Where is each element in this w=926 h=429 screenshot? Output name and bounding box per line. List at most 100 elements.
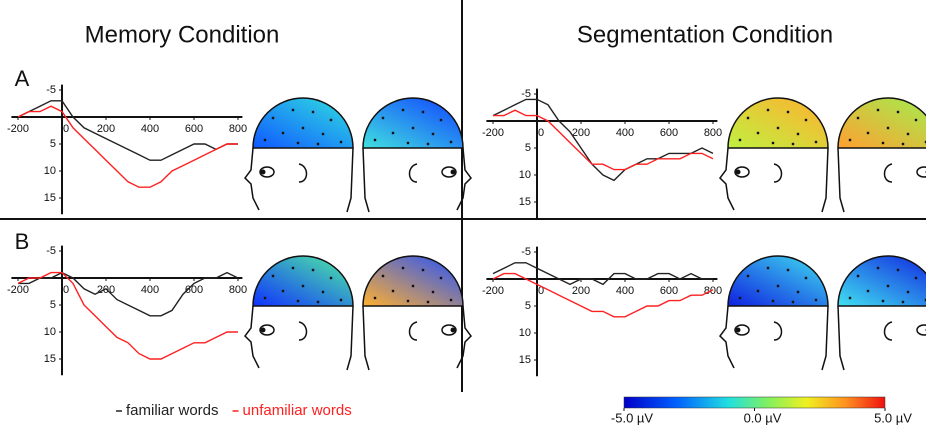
y-tick-label: 15 bbox=[519, 196, 531, 208]
pupil bbox=[735, 169, 741, 175]
electrode bbox=[924, 140, 926, 144]
eye bbox=[916, 324, 926, 336]
x-tick-label: 600 bbox=[185, 284, 203, 296]
x-tick-label: 200 bbox=[572, 285, 590, 297]
column-title: Segmentation Condition bbox=[577, 21, 833, 48]
row-label: B bbox=[15, 229, 30, 254]
electrode bbox=[339, 298, 343, 302]
ear bbox=[883, 321, 893, 341]
eye bbox=[734, 324, 750, 336]
electrode bbox=[866, 289, 870, 293]
x-tick-label: 200 bbox=[97, 284, 115, 296]
head-outline bbox=[719, 305, 735, 369]
legend-label: familiar words bbox=[126, 402, 219, 419]
x-tick-label: 200 bbox=[572, 127, 590, 139]
ear bbox=[408, 163, 418, 183]
head-outline bbox=[456, 305, 472, 369]
head-map bbox=[837, 255, 926, 307]
electrode bbox=[411, 284, 415, 288]
electrode bbox=[876, 266, 880, 270]
electrode bbox=[329, 118, 333, 122]
pupil bbox=[260, 327, 266, 333]
electrode bbox=[411, 126, 415, 130]
electrode bbox=[856, 274, 860, 278]
y-tick-label: 5 bbox=[50, 138, 56, 150]
head-outline bbox=[821, 147, 829, 213]
head-outline bbox=[837, 305, 845, 371]
electrode bbox=[738, 296, 742, 300]
legend-label: unfamiliar words bbox=[243, 402, 352, 419]
electrode bbox=[449, 298, 453, 302]
waveform bbox=[17, 105, 238, 188]
electrode bbox=[756, 131, 760, 135]
head-map bbox=[252, 255, 354, 307]
pupil bbox=[450, 169, 456, 175]
waveform bbox=[17, 100, 238, 161]
y-tick-label: 10 bbox=[519, 327, 531, 339]
y-tick-label: 15 bbox=[44, 192, 56, 204]
electrode bbox=[876, 108, 880, 112]
eye bbox=[916, 166, 926, 178]
y-tick-label: 15 bbox=[519, 354, 531, 366]
electrode bbox=[771, 141, 775, 145]
electrode bbox=[766, 266, 770, 270]
electrode bbox=[406, 299, 410, 303]
electrode bbox=[296, 299, 300, 303]
y-tick-label: -5 bbox=[521, 88, 531, 100]
electrode bbox=[746, 274, 750, 278]
waveform bbox=[17, 271, 238, 360]
electrode bbox=[301, 284, 305, 288]
head-outline bbox=[346, 305, 354, 371]
electrode bbox=[311, 110, 315, 114]
x-tick-label: 800 bbox=[229, 284, 247, 296]
ear bbox=[883, 163, 893, 183]
electrode bbox=[771, 299, 775, 303]
waveform bbox=[492, 272, 714, 318]
ear bbox=[298, 321, 308, 341]
electrode bbox=[301, 126, 305, 130]
x-tick-label: 0 bbox=[538, 127, 544, 139]
electrode bbox=[786, 110, 790, 114]
electrode bbox=[848, 138, 852, 142]
pupil bbox=[450, 327, 456, 333]
electrode bbox=[431, 290, 435, 294]
eye bbox=[734, 166, 750, 178]
electrode bbox=[906, 132, 910, 136]
electrode bbox=[329, 276, 333, 280]
electrode bbox=[796, 290, 800, 294]
electrode bbox=[296, 141, 300, 145]
head-outline bbox=[244, 147, 260, 211]
eye bbox=[259, 166, 275, 178]
x-tick-label: 800 bbox=[704, 285, 722, 297]
head-outline bbox=[362, 147, 370, 213]
electrode bbox=[848, 296, 852, 300]
electrode bbox=[786, 268, 790, 272]
electrode bbox=[406, 141, 410, 145]
waveform bbox=[18, 271, 239, 317]
x-tick-label: 0 bbox=[63, 284, 69, 296]
electrode bbox=[886, 284, 890, 288]
electrode bbox=[439, 276, 443, 280]
electrode bbox=[263, 138, 267, 142]
electrode bbox=[881, 299, 885, 303]
x-tick-label: 400 bbox=[141, 284, 159, 296]
electrode bbox=[738, 138, 742, 142]
waveform bbox=[492, 262, 713, 286]
electrode bbox=[263, 296, 267, 300]
electrode bbox=[401, 108, 405, 112]
electrode bbox=[901, 300, 905, 304]
electrode bbox=[391, 289, 395, 293]
ear bbox=[298, 163, 308, 183]
electrode bbox=[924, 298, 926, 302]
x-tick-label: 0 bbox=[63, 123, 69, 135]
electrode bbox=[914, 276, 918, 280]
electrode bbox=[896, 268, 900, 272]
electrode bbox=[756, 289, 760, 293]
y-tick-label: 5 bbox=[525, 300, 531, 312]
y-tick-label: -5 bbox=[46, 245, 56, 257]
electrode bbox=[316, 142, 320, 146]
electrode bbox=[791, 300, 795, 304]
electrode bbox=[381, 274, 385, 278]
x-tick-label: 600 bbox=[660, 285, 678, 297]
